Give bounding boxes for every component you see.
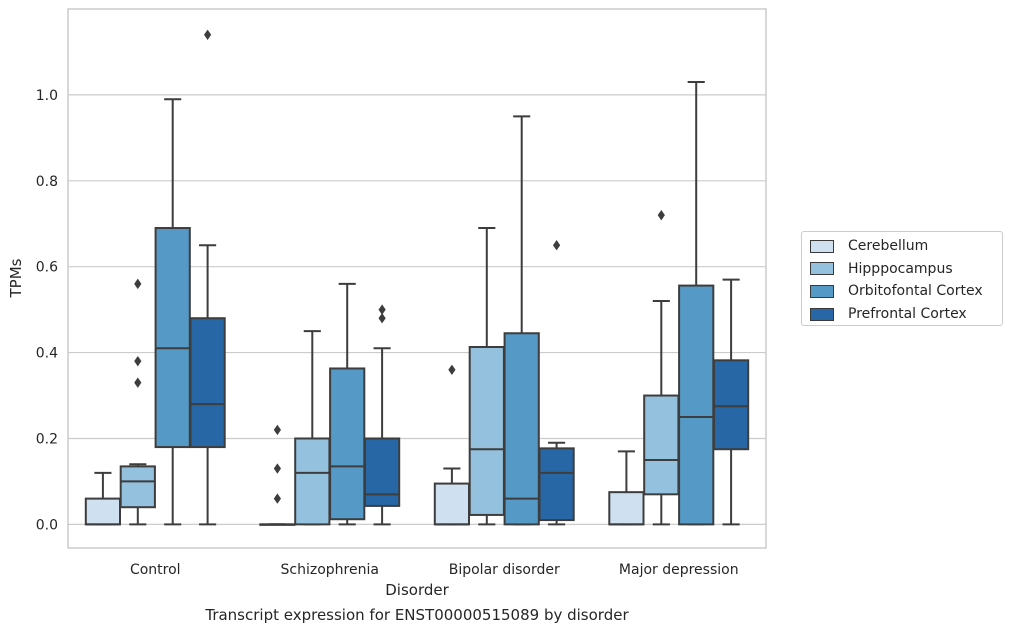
x-tick-label: Major depression xyxy=(619,562,739,578)
outlier-point xyxy=(273,463,281,474)
iqr-box xyxy=(712,359,750,451)
y-tick-label: 0.0 xyxy=(36,517,58,533)
outlier-point xyxy=(134,278,142,290)
box-cerebellum xyxy=(259,424,296,526)
box-hipppocampus xyxy=(468,227,505,526)
box-prefrontal-cortex xyxy=(538,240,575,526)
y-tick-labels: 0.0 0.2 0.4 0.6 0.8 1.0 xyxy=(36,88,58,533)
legend-swatch xyxy=(810,239,834,253)
y-axis-label: TPMs xyxy=(7,258,25,298)
box-prefrontal-cortex xyxy=(189,29,226,526)
box-orbitofontal-cortex xyxy=(678,81,715,526)
legend-swatch xyxy=(810,284,834,298)
x-axis-label: Disorder xyxy=(385,581,449,599)
iqr-box xyxy=(433,482,471,526)
legend-swatch xyxy=(810,307,834,321)
iqr-box xyxy=(154,227,191,449)
iqr-box xyxy=(294,437,331,526)
y-tick-label: 0.6 xyxy=(36,260,58,276)
box-hipppocampus xyxy=(643,209,680,526)
iqr-box xyxy=(608,491,645,526)
outlier-point xyxy=(204,29,212,40)
box-cerebellum xyxy=(84,471,122,526)
iqr-box xyxy=(329,367,366,521)
iqr-box xyxy=(468,346,505,516)
legend-item: Prefrontal Cortex xyxy=(810,303,994,326)
iqr-box xyxy=(363,437,401,507)
outlier-point xyxy=(378,313,386,324)
outlier-point xyxy=(134,377,142,388)
y-tick-label: 1.0 xyxy=(36,88,58,104)
legend-label: Cerebellum xyxy=(848,238,929,255)
y-tick-label: 0.8 xyxy=(36,174,58,190)
iqr-box xyxy=(538,447,575,522)
legend-swatch xyxy=(810,262,834,276)
x-tick-label: Bipolar disorder xyxy=(449,562,560,578)
outlier-point xyxy=(134,355,142,367)
outlier-point xyxy=(378,304,386,315)
x-tick-label: Schizophrenia xyxy=(281,562,379,578)
legend-label: Prefrontal Cortex xyxy=(848,306,967,323)
legend-label: Orbitofontal Cortex xyxy=(848,283,983,300)
box-cerebellum xyxy=(608,450,645,526)
legend-item: Hipppocampus xyxy=(810,258,994,281)
box-orbitofontal-cortex xyxy=(154,98,191,526)
iqr-box xyxy=(503,332,540,526)
iqr-box xyxy=(678,284,715,526)
iqr-box xyxy=(84,497,122,526)
outlier-point xyxy=(273,424,281,436)
outlier-point xyxy=(553,240,561,251)
y-tick-label: 0.2 xyxy=(36,431,58,447)
box-hipppocampus xyxy=(119,278,156,526)
legend-item: Cerebellum xyxy=(810,235,994,258)
figure-caption: Transcript expression for ENST0000051508… xyxy=(205,606,629,624)
box-orbitofontal-cortex xyxy=(503,115,540,526)
box-hipppocampus xyxy=(294,330,331,526)
box-orbitofontal-cortex xyxy=(329,282,366,526)
iqr-box xyxy=(119,465,156,509)
outlier-point xyxy=(657,209,665,221)
iqr-box xyxy=(643,394,680,496)
legend: Cerebellum Hipppocampus Orbitofontal Corte… xyxy=(801,231,1003,326)
boxes xyxy=(84,29,750,526)
x-tick-label: Control xyxy=(130,562,181,578)
y-tick-label: 0.4 xyxy=(36,346,58,362)
box-prefrontal-cortex xyxy=(363,304,401,526)
legend-label: Hipppocampus xyxy=(848,260,953,277)
box-prefrontal-cortex xyxy=(712,278,750,526)
legend-item: Orbitofontal Cortex xyxy=(810,280,994,303)
outlier-point xyxy=(448,364,456,375)
outlier-point xyxy=(273,493,281,504)
iqr-box xyxy=(189,317,226,449)
x-tick-labels: Control Schizophrenia Bipolar disorder Majo… xyxy=(130,562,739,578)
